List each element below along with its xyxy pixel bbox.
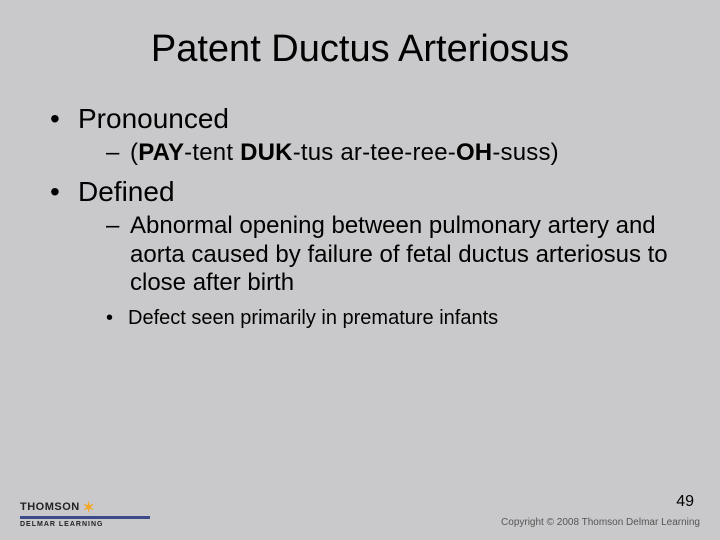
pron-bold-1: PAY: [138, 139, 184, 166]
page-number: 49: [676, 493, 694, 511]
pron-bold-2: DUK: [240, 139, 293, 166]
star-icon: ✶: [83, 500, 95, 514]
copyright-text: Copyright © 2008 Thomson Delmar Learning: [501, 517, 700, 528]
slide-title: Patent Ductus Arteriosus: [40, 28, 680, 71]
brand-top-row: THOMSON ✶: [20, 500, 150, 514]
brand-subtitle: DELMAR LEARNING: [20, 521, 150, 528]
bullet-list-level2-def: Abnormal opening between pulmonary arter…: [78, 212, 680, 298]
bullet-list-level3: Defect seen primarily in premature infan…: [78, 306, 680, 331]
pron-bold-3: OH: [456, 139, 492, 166]
footer-right: 49 Copyright © 2008 Thomson Delmar Learn…: [501, 493, 700, 528]
pron-prefix: (: [130, 139, 138, 166]
bullet-pronounced: Pronounced (PAY-tent DUK-tus ar-tee-ree-…: [50, 103, 680, 168]
bullet-list-level1: Pronounced (PAY-tent DUK-tus ar-tee-ree-…: [40, 103, 680, 331]
bullet-defined: Defined Abnormal opening between pulmona…: [50, 176, 680, 331]
bullet-list-level2-pron: (PAY-tent DUK-tus ar-tee-ree-OH-suss): [78, 139, 680, 168]
pron-text-2: -tus ar-tee-ree-: [293, 139, 456, 166]
brand-divider: [20, 516, 150, 519]
sub-note: Defect seen primarily in premature infan…: [106, 306, 680, 331]
defined-label: Defined: [78, 176, 175, 207]
pronunciation-line: (PAY-tent DUK-tus ar-tee-ree-OH-suss): [106, 139, 680, 168]
brand-name: THOMSON: [20, 502, 80, 513]
pron-text-1: -tent: [184, 139, 240, 166]
pron-text-3: -suss): [492, 139, 559, 166]
definition-text: Abnormal opening between pulmonary arter…: [106, 212, 680, 298]
brand-logo: THOMSON ✶ DELMAR LEARNING: [20, 500, 150, 528]
pronounced-label: Pronounced: [78, 103, 229, 134]
slide-footer: THOMSON ✶ DELMAR LEARNING 49 Copyright ©…: [0, 488, 720, 528]
slide: Patent Ductus Arteriosus Pronounced (PAY…: [0, 0, 720, 540]
